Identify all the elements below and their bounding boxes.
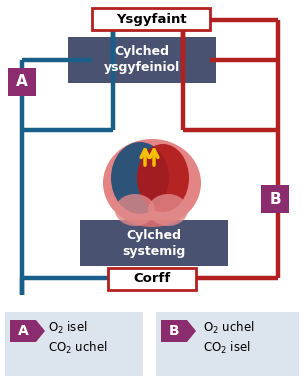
Text: B: B [269,192,281,206]
Text: Corff: Corff [133,272,171,285]
Text: $\mathregular{O_2}$ uchel: $\mathregular{O_2}$ uchel [203,320,254,336]
Ellipse shape [111,142,169,214]
FancyBboxPatch shape [108,268,196,290]
Text: A: A [16,75,28,90]
Text: A: A [18,324,28,338]
Polygon shape [161,320,196,342]
FancyBboxPatch shape [5,312,143,376]
Ellipse shape [148,194,188,226]
Polygon shape [10,320,45,342]
Ellipse shape [103,139,201,227]
Text: $\mathregular{CO_2}$ uchel: $\mathregular{CO_2}$ uchel [48,340,108,356]
FancyBboxPatch shape [68,37,216,83]
Text: Ysgyfaint: Ysgyfaint [116,13,186,26]
FancyBboxPatch shape [156,312,299,376]
FancyBboxPatch shape [261,185,289,213]
Ellipse shape [137,144,189,212]
Text: Cylched
ysgyfeiniol: Cylched ysgyfeiniol [104,46,180,75]
Ellipse shape [115,194,155,226]
Text: B: B [169,324,179,338]
Text: Cylched
systemig: Cylched systemig [123,229,186,257]
FancyBboxPatch shape [80,220,228,266]
Text: $\mathregular{O_2}$ isel: $\mathregular{O_2}$ isel [48,320,88,336]
FancyBboxPatch shape [92,8,210,30]
FancyBboxPatch shape [8,68,36,96]
Text: $\mathregular{CO_2}$ isel: $\mathregular{CO_2}$ isel [203,340,251,356]
